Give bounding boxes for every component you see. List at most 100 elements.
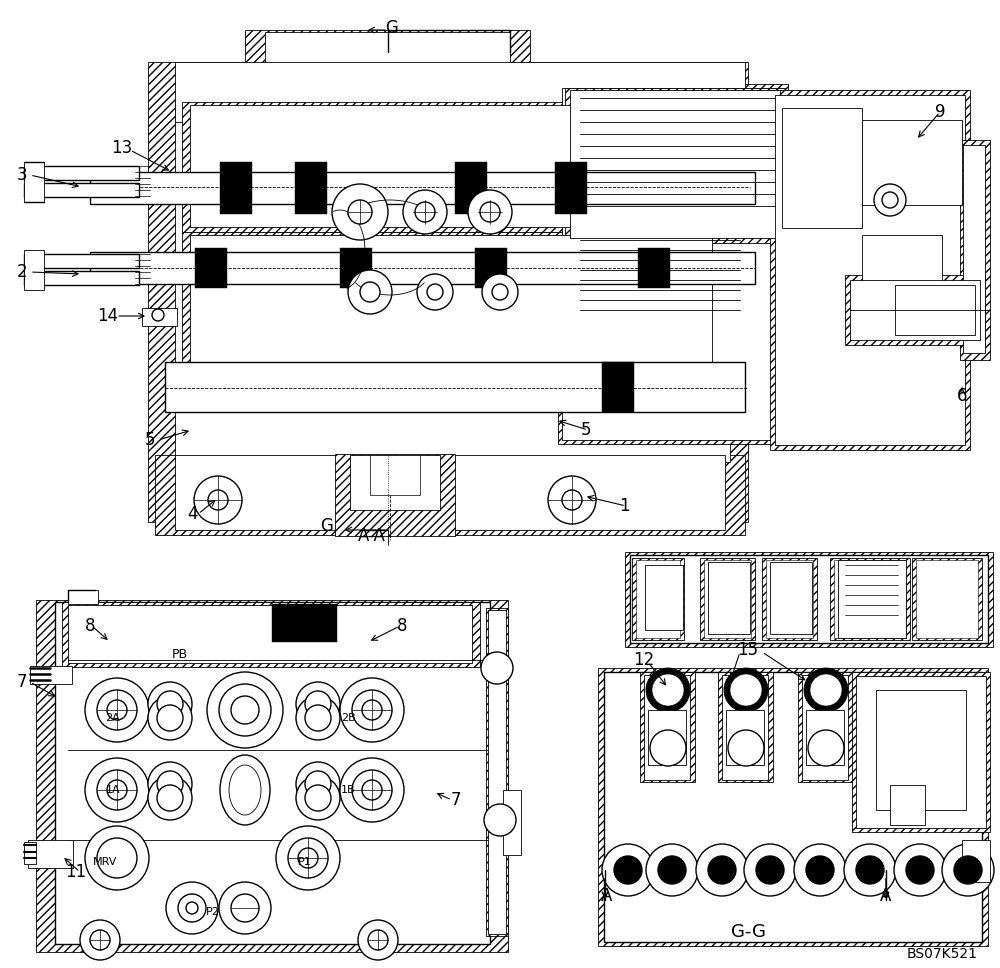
Text: 1: 1 xyxy=(619,497,629,515)
Bar xyxy=(845,275,985,345)
Circle shape xyxy=(186,902,198,914)
Bar xyxy=(565,88,785,243)
Circle shape xyxy=(874,184,906,216)
Bar xyxy=(648,710,686,765)
Bar xyxy=(24,254,139,268)
Text: 5: 5 xyxy=(145,431,155,449)
Circle shape xyxy=(484,804,516,836)
Circle shape xyxy=(744,844,796,896)
Bar xyxy=(24,166,139,180)
Bar xyxy=(30,666,72,684)
Bar xyxy=(488,610,506,934)
Bar xyxy=(598,668,988,946)
Circle shape xyxy=(492,284,508,300)
Circle shape xyxy=(85,678,149,742)
Circle shape xyxy=(296,682,340,726)
Text: BS07K521: BS07K521 xyxy=(906,947,978,961)
Bar xyxy=(962,840,990,882)
Circle shape xyxy=(107,700,127,720)
Circle shape xyxy=(352,770,392,810)
Bar xyxy=(36,600,508,952)
Circle shape xyxy=(756,856,784,884)
Bar xyxy=(602,362,634,412)
Circle shape xyxy=(348,200,372,224)
Circle shape xyxy=(844,844,896,896)
Bar xyxy=(558,84,788,444)
Circle shape xyxy=(97,770,137,810)
Text: 8: 8 xyxy=(85,617,95,635)
Circle shape xyxy=(148,682,192,726)
Circle shape xyxy=(362,700,382,720)
Circle shape xyxy=(482,274,518,310)
Bar xyxy=(625,552,993,647)
Circle shape xyxy=(305,785,331,811)
Circle shape xyxy=(157,691,183,717)
Circle shape xyxy=(166,882,218,934)
Bar xyxy=(770,562,812,634)
Bar xyxy=(963,145,985,353)
Bar xyxy=(766,560,813,638)
Circle shape xyxy=(148,696,192,740)
Circle shape xyxy=(808,730,844,766)
Circle shape xyxy=(85,826,149,890)
Bar xyxy=(708,562,750,634)
Bar xyxy=(24,183,139,197)
Circle shape xyxy=(415,202,435,222)
Circle shape xyxy=(80,920,120,960)
Circle shape xyxy=(403,190,447,234)
Circle shape xyxy=(562,490,582,510)
Circle shape xyxy=(276,826,340,890)
Circle shape xyxy=(340,758,404,822)
Circle shape xyxy=(340,678,404,742)
Bar xyxy=(700,558,755,640)
Circle shape xyxy=(90,930,110,950)
Bar xyxy=(570,90,780,238)
Bar xyxy=(274,606,334,640)
Circle shape xyxy=(148,762,192,806)
Bar xyxy=(182,102,722,232)
Circle shape xyxy=(305,771,331,797)
Bar xyxy=(704,560,751,638)
Text: 11: 11 xyxy=(65,863,87,881)
Circle shape xyxy=(646,844,698,896)
Circle shape xyxy=(708,856,736,884)
Bar xyxy=(604,672,982,942)
Bar xyxy=(630,555,988,643)
Text: 1A: 1A xyxy=(106,785,120,795)
Bar xyxy=(636,560,680,638)
Circle shape xyxy=(548,476,596,524)
Bar xyxy=(916,560,978,638)
Circle shape xyxy=(480,202,500,222)
Circle shape xyxy=(231,894,259,922)
Bar xyxy=(68,590,98,604)
Circle shape xyxy=(602,844,654,896)
Text: 3: 3 xyxy=(17,166,27,184)
Circle shape xyxy=(85,758,149,822)
Bar xyxy=(852,672,990,832)
Circle shape xyxy=(97,838,137,878)
Circle shape xyxy=(658,856,686,884)
Circle shape xyxy=(696,844,748,896)
Circle shape xyxy=(97,690,137,730)
Text: G: G xyxy=(321,517,333,535)
Bar xyxy=(155,455,745,535)
Bar xyxy=(190,235,712,367)
Circle shape xyxy=(348,270,392,314)
Bar xyxy=(175,102,730,462)
Circle shape xyxy=(305,691,331,717)
Text: A: A xyxy=(601,887,613,905)
Circle shape xyxy=(724,668,768,712)
Bar xyxy=(182,232,722,372)
Bar xyxy=(862,235,942,325)
Circle shape xyxy=(219,684,271,736)
Circle shape xyxy=(804,668,848,712)
Bar xyxy=(640,672,695,782)
Circle shape xyxy=(298,848,318,868)
Circle shape xyxy=(107,780,127,800)
Bar xyxy=(762,558,817,640)
Bar xyxy=(350,455,440,510)
Text: A-A: A-A xyxy=(358,527,386,545)
Bar xyxy=(775,95,965,445)
Bar xyxy=(770,90,970,450)
Bar xyxy=(726,710,764,765)
